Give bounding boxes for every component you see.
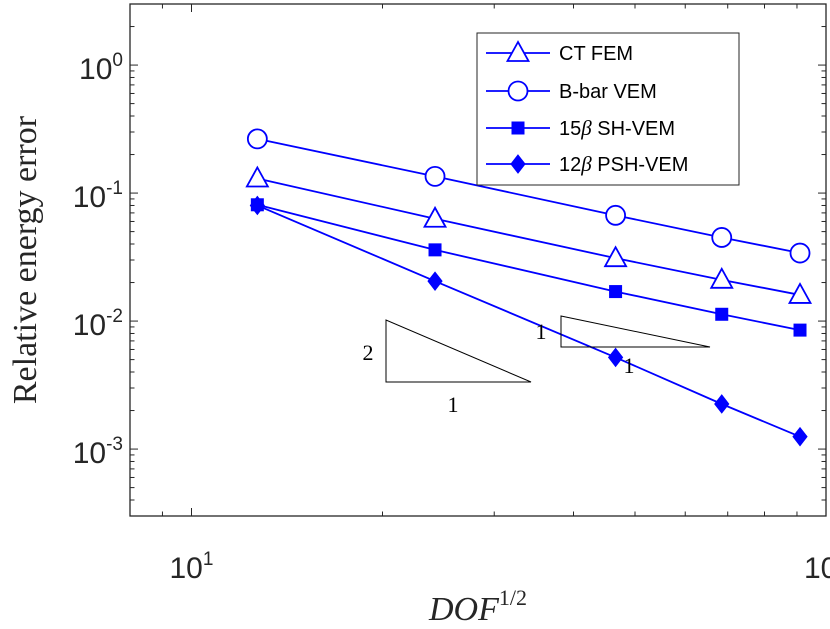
slope-run-label: 1 xyxy=(448,392,459,417)
series-15-sh-vem xyxy=(250,198,807,337)
legend-marker xyxy=(507,80,529,102)
data-point xyxy=(793,323,807,337)
slope-run-label: 1 xyxy=(624,353,635,378)
legend: CT FEM B-bar VEM 15β SH-VEM 12β PSH-VEM xyxy=(476,32,740,186)
data-point xyxy=(607,347,624,368)
series-12-psh-vem xyxy=(249,195,808,447)
y-tick-label: 10-1 xyxy=(73,178,123,214)
slope-triangle-shape xyxy=(385,319,532,383)
x-tick-label: 101 xyxy=(169,549,213,585)
legend-marker xyxy=(511,121,525,135)
data-point xyxy=(792,426,808,447)
ticks-layer: 101 102 100 10-1 10-2 10-3 xyxy=(73,3,830,585)
data-point xyxy=(715,307,729,321)
legend-label: B-bar VEM xyxy=(559,81,657,103)
legend-marker xyxy=(505,40,531,62)
slope-triangle: 11 xyxy=(536,315,711,378)
x-axis-label: DOF1/2 xyxy=(428,585,527,628)
series-b-bar-vem xyxy=(246,128,811,264)
y-tick-label: 10-3 xyxy=(73,434,123,470)
data-point xyxy=(787,282,813,304)
legend-label: CT FEM xyxy=(559,43,633,65)
data-point xyxy=(605,204,626,226)
y-tick-label: 10-2 xyxy=(73,306,123,342)
data-point xyxy=(424,165,446,187)
data-point xyxy=(246,128,268,150)
data-point xyxy=(249,195,265,216)
data-point xyxy=(603,245,628,268)
legend-entry: CT FEM xyxy=(486,40,633,65)
data-point xyxy=(428,243,442,257)
data-point xyxy=(422,205,448,228)
data-point xyxy=(711,227,733,248)
legend-label: 12β PSH-VEM xyxy=(559,152,688,176)
slope-triangle: 21 xyxy=(363,319,532,417)
slope-rise-label: 1 xyxy=(536,319,547,344)
y-tick-label: 100 xyxy=(79,50,123,86)
legend-entry: 15β SH-VEM xyxy=(486,116,675,140)
data-point xyxy=(609,285,623,299)
legend-label: 15β SH-VEM xyxy=(559,116,675,140)
axis-labels: DOF1/2 Relative energy error xyxy=(7,115,527,628)
data-point xyxy=(714,394,730,414)
data-point xyxy=(427,271,443,291)
slope-triangle-shape xyxy=(560,315,711,348)
data-point xyxy=(709,266,734,289)
series-ct-fem xyxy=(245,165,813,304)
series-layer xyxy=(245,128,813,447)
data-point xyxy=(245,165,270,188)
legend-entry: B-bar VEM xyxy=(486,80,657,103)
slope-rise-label: 2 xyxy=(363,340,374,365)
data-point xyxy=(789,242,811,264)
legend-entry: 12β PSH-VEM xyxy=(486,152,688,176)
legend-marker xyxy=(510,154,526,174)
x-tick-label: 102 xyxy=(804,549,830,585)
y-axis-label: Relative energy error xyxy=(7,115,44,404)
